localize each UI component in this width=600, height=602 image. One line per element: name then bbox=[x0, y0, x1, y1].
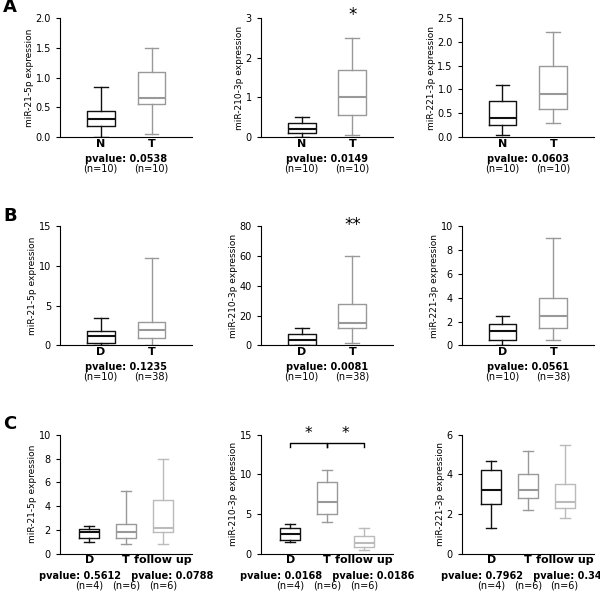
Text: pvalue: 0.0149: pvalue: 0.0149 bbox=[286, 154, 368, 164]
Text: (n=10): (n=10) bbox=[335, 163, 370, 173]
Text: pvalue: 0.0081: pvalue: 0.0081 bbox=[286, 362, 368, 373]
Text: (n=6): (n=6) bbox=[514, 580, 542, 590]
Text: (n=10): (n=10) bbox=[536, 163, 571, 173]
Text: (n=6): (n=6) bbox=[551, 580, 578, 590]
Text: pvalue: 0.0168   pvalue: 0.0186: pvalue: 0.0168 pvalue: 0.0186 bbox=[240, 571, 414, 581]
Y-axis label: miR-21-5p expression: miR-21-5p expression bbox=[28, 237, 37, 335]
Text: *: * bbox=[348, 6, 356, 24]
Y-axis label: miR-221-3p expression: miR-221-3p expression bbox=[436, 442, 445, 546]
Text: (n=4): (n=4) bbox=[276, 580, 304, 590]
Text: (n=38): (n=38) bbox=[536, 371, 571, 382]
Text: (n=6): (n=6) bbox=[313, 580, 341, 590]
Text: C: C bbox=[3, 415, 16, 433]
Text: (n=4): (n=4) bbox=[477, 580, 505, 590]
Text: (n=4): (n=4) bbox=[76, 580, 103, 590]
Text: pvalue: 0.0538: pvalue: 0.0538 bbox=[85, 154, 167, 164]
Y-axis label: miR-210-3p expression: miR-210-3p expression bbox=[235, 25, 244, 129]
Text: (n=10): (n=10) bbox=[485, 163, 520, 173]
Text: (n=38): (n=38) bbox=[335, 371, 370, 382]
Text: *: * bbox=[341, 426, 349, 441]
Text: (n=10): (n=10) bbox=[83, 163, 118, 173]
Text: pvalue: 0.0603: pvalue: 0.0603 bbox=[487, 154, 569, 164]
Text: (n=10): (n=10) bbox=[284, 163, 319, 173]
Text: A: A bbox=[3, 0, 17, 16]
Text: (n=6): (n=6) bbox=[112, 580, 140, 590]
Text: *: * bbox=[305, 426, 313, 441]
Y-axis label: miR-221-3p expression: miR-221-3p expression bbox=[430, 234, 439, 338]
Text: B: B bbox=[3, 206, 17, 225]
Text: (n=6): (n=6) bbox=[350, 580, 378, 590]
Text: (n=10): (n=10) bbox=[134, 163, 169, 173]
Text: pvalue: 0.1235: pvalue: 0.1235 bbox=[85, 362, 167, 373]
Text: (n=38): (n=38) bbox=[134, 371, 169, 382]
Text: (n=10): (n=10) bbox=[485, 371, 520, 382]
Text: pvalue: 0.0561: pvalue: 0.0561 bbox=[487, 362, 569, 373]
Y-axis label: miR-221-3p expression: miR-221-3p expression bbox=[427, 26, 436, 129]
Text: pvalue: 0.7962   pvalue: 0.3406: pvalue: 0.7962 pvalue: 0.3406 bbox=[441, 571, 600, 581]
Y-axis label: miR-21-5p expression: miR-21-5p expression bbox=[28, 445, 37, 544]
Text: (n=10): (n=10) bbox=[83, 371, 118, 382]
Text: **: ** bbox=[344, 216, 361, 234]
Text: (n=10): (n=10) bbox=[284, 371, 319, 382]
Y-axis label: miR-210-3p expression: miR-210-3p expression bbox=[229, 234, 238, 338]
Y-axis label: miR-21-5p expression: miR-21-5p expression bbox=[25, 28, 34, 127]
Y-axis label: miR-210-3p expression: miR-210-3p expression bbox=[229, 442, 238, 547]
Text: pvalue: 0.5612   pvalue: 0.0788: pvalue: 0.5612 pvalue: 0.0788 bbox=[39, 571, 213, 581]
Text: (n=6): (n=6) bbox=[149, 580, 177, 590]
